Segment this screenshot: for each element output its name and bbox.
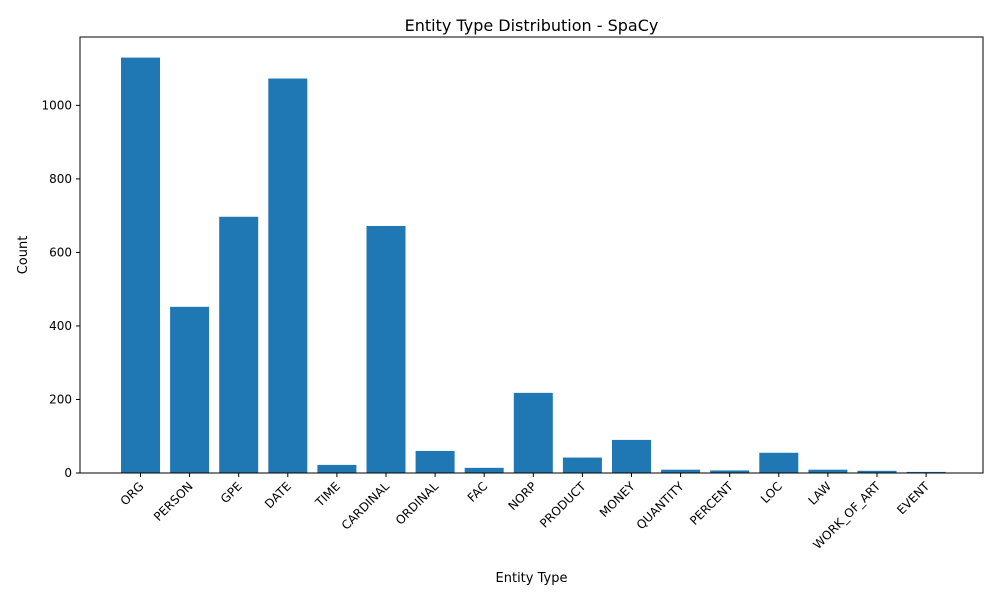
- y-axis-label: Count: [16, 236, 31, 275]
- x-axis-label: Entity Type: [496, 571, 568, 586]
- bar-product: [562, 457, 602, 473]
- bars-group: [121, 57, 946, 474]
- bar-org: [121, 57, 160, 474]
- bar-fac: [464, 467, 504, 473]
- bar-money: [612, 439, 651, 473]
- x-tick-label: NORP: [505, 479, 539, 513]
- bar-law: [808, 469, 848, 473]
- chart-title: Entity Type Distribution - SpaCy: [405, 16, 659, 35]
- plot-frame: [79, 36, 984, 474]
- bar-gpe: [219, 216, 259, 473]
- bar-norp: [513, 392, 553, 473]
- bar-loc: [759, 452, 799, 473]
- x-tick-label: EVENT: [894, 479, 932, 517]
- x-tick-label: MONEY: [597, 479, 638, 520]
- x-tick-label: LAW: [805, 479, 834, 508]
- bar-quantity: [661, 469, 701, 473]
- y-tick-label: 0: [64, 466, 72, 480]
- x-tick-label: TIME: [312, 479, 343, 510]
- bar-event: [906, 471, 946, 473]
- x-tick-label: CARDINAL: [339, 479, 393, 533]
- y-tick-label: 400: [49, 319, 72, 333]
- x-tick-label: QUANTITY: [634, 479, 687, 532]
- y-tick-label: 200: [49, 392, 72, 406]
- bar-time: [317, 464, 357, 473]
- x-tick-label: PRODUCT: [537, 479, 589, 531]
- x-tick-label: GPE: [218, 479, 245, 506]
- x-tick-label: ORDINAL: [393, 479, 442, 528]
- x-tick-label: ORG: [118, 479, 147, 508]
- x-tick-label: DATE: [262, 479, 294, 511]
- bar-date: [268, 78, 308, 473]
- bar-cardinal: [366, 225, 406, 473]
- bar-ordinal: [415, 450, 455, 473]
- x-tick-label: PERCENT: [687, 479, 736, 528]
- y-tick-label: 1000: [41, 98, 72, 112]
- x-tick-label: FAC: [465, 479, 491, 505]
- y-tick-label: 600: [49, 245, 72, 259]
- x-tick-label: LOC: [758, 479, 785, 506]
- bar-percent: [710, 470, 750, 473]
- y-axis-ticks: 0 200 400 600 800 1000: [41, 98, 80, 480]
- bar-person: [170, 306, 210, 473]
- bar-work-of-art: [857, 470, 897, 473]
- y-tick-label: 800: [49, 172, 72, 186]
- x-tick-label: PERSON: [151, 479, 196, 524]
